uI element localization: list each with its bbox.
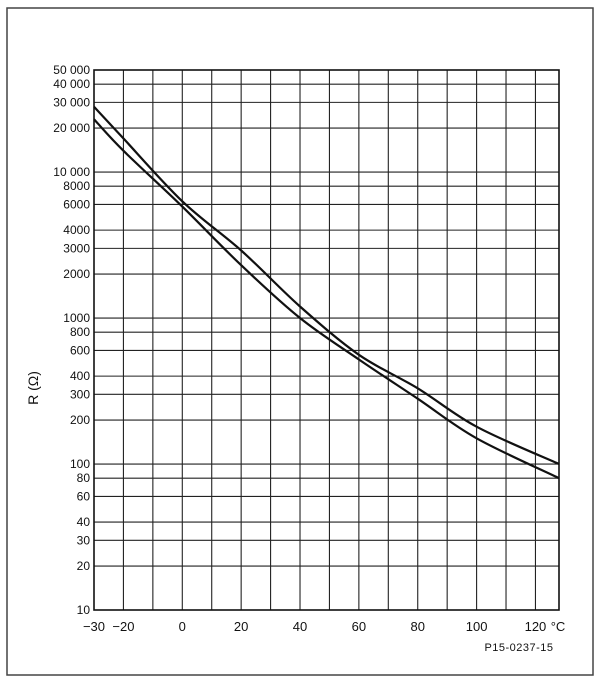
y-tick-label: 1000 [63, 311, 90, 325]
series-curve-2 [93, 118, 560, 480]
y-tick-label: 6000 [63, 197, 90, 211]
y-tick-label: 30 000 [53, 95, 90, 109]
plot-border [93, 69, 560, 611]
series-curve-1 [93, 106, 560, 466]
x-tick-label: 60 [352, 619, 366, 634]
y-tick-label: 60 [77, 489, 91, 503]
y-tick-label: 40 [77, 515, 91, 529]
y-tick-label: 30 [77, 533, 91, 547]
y-tick-label: 400 [70, 369, 90, 383]
x-tick-label: 100 [466, 619, 488, 634]
y-tick-label: 40 000 [53, 77, 90, 91]
y-tick-label: 10 000 [53, 165, 90, 179]
x-tick-label: 120 [525, 619, 547, 634]
x-tick-label: −20 [112, 619, 134, 634]
x-tick-label: 0 [179, 619, 186, 634]
x-tick-labels: −30 −20 0 20 40 60 80 100 120 [83, 619, 546, 634]
y-tick-label: 50 000 [53, 63, 90, 77]
y-tick-label: 200 [70, 413, 90, 427]
y-tick-label: 100 [70, 457, 90, 471]
y-tick-label: 80 [77, 471, 91, 485]
grid [94, 69, 559, 611]
y-tick-label: 10 [77, 603, 91, 617]
y-tick-label: 3000 [63, 241, 90, 255]
y-tick-label: 600 [70, 343, 90, 357]
chart-frame [6, 7, 594, 676]
y-tick-label: 8000 [63, 179, 90, 193]
x-axis-unit: °C [551, 619, 566, 634]
y-tick-label: 20 [77, 559, 91, 573]
series-group [93, 106, 560, 480]
y-tick-label: 800 [70, 325, 90, 339]
x-tick-label: −30 [83, 619, 105, 634]
y-tick-label: 2000 [63, 267, 90, 281]
y-axis-label: R (Ω) [25, 371, 41, 405]
x-tick-label: 40 [293, 619, 307, 634]
x-tick-label: 20 [234, 619, 248, 634]
y-tick-label: 300 [70, 387, 90, 401]
y-tick-label: 4000 [63, 223, 90, 237]
figure-reference: P15-0237-15 [484, 642, 553, 654]
x-tick-label: 80 [410, 619, 424, 634]
y-tick-label: 20 000 [53, 121, 90, 135]
